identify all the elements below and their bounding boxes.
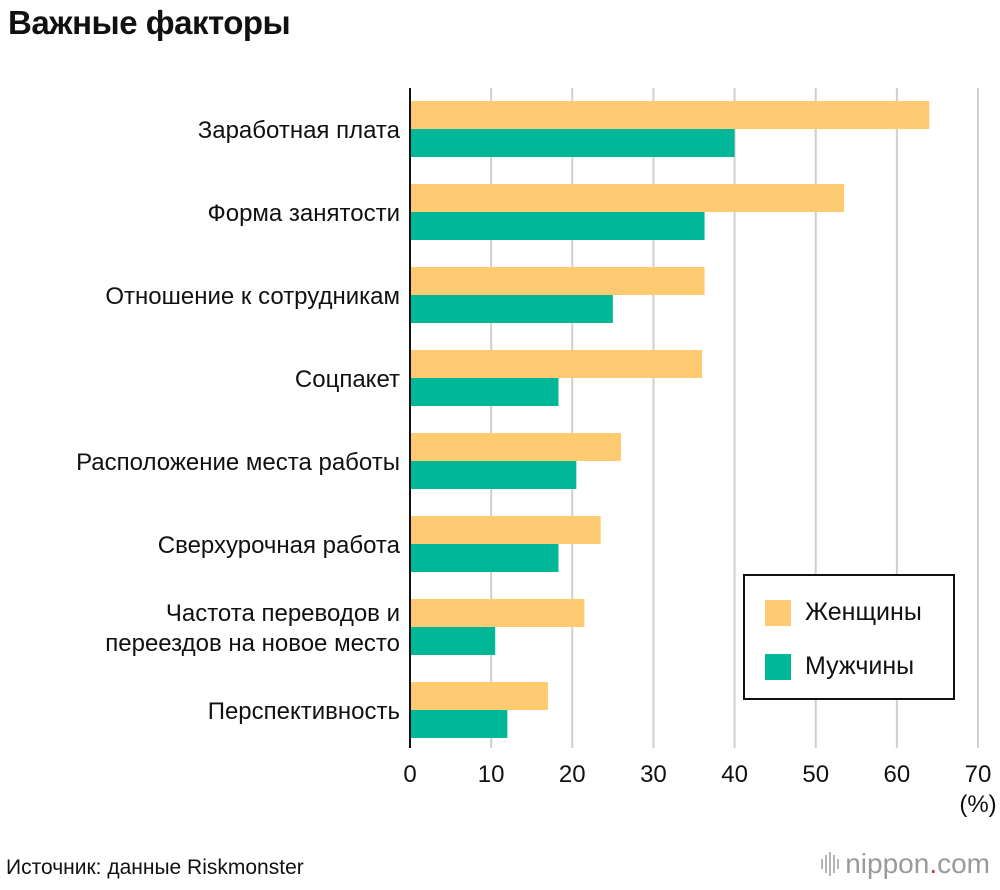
x-tick-label-70: 70 [965,761,992,788]
bar-men-3 [410,378,559,406]
legend-swatch-women [765,599,791,626]
brand-bars-icon [821,852,840,876]
bar-men-2 [410,295,613,323]
brand-name: nippon [845,848,930,879]
legend-swatch-men [765,653,791,680]
bar-women-2 [410,267,705,295]
bar-men-7 [410,710,508,738]
category-label-7: Перспективность [208,698,400,725]
category-label-2: Отношение к сотрудникам [105,283,400,310]
brand-tld: com [937,848,990,879]
brand-dot: . [929,848,938,879]
chart-title: Важные факторы [8,4,291,41]
x-tick-label-0: 0 [403,761,416,788]
category-label-1: Форма занятости [207,200,400,227]
bar-men-4 [410,461,577,489]
x-tick-label-20: 20 [559,761,586,788]
source-note: Источник: данные Riskmonster [6,856,304,879]
bar-women-6 [410,599,585,627]
category-label-0: Заработная плата [198,117,401,144]
bar-women-7 [410,682,548,710]
brand-logo[interactable]: nippon.com [821,848,990,880]
x-tick-label-60: 60 [884,761,911,788]
bar-men-6 [410,627,496,655]
bar-women-1 [410,184,845,212]
legend-label-men: Мужчины [805,652,915,680]
legend-label-women: Женщины [805,598,922,626]
x-tick-label-30: 30 [640,761,667,788]
category-label-3: Соцпакет [295,366,400,393]
x-tick-label-10: 10 [478,761,505,788]
legend-item-women: Женщины [765,598,922,627]
x-unit-label: (%) [959,791,996,818]
x-tick-label-50: 50 [802,761,829,788]
bar-men-1 [410,212,705,240]
category-label-4: Расположение места работы [76,449,400,476]
bar-men-0 [410,129,735,157]
bar-women-4 [410,433,621,461]
bar-women-5 [410,516,601,544]
category-label-6: Частота переводов и переездов на новое ме… [105,600,400,657]
bar-women-0 [410,101,930,129]
bar-men-5 [410,544,559,572]
bar-women-3 [410,350,703,378]
legend-item-men: Мужчины [765,652,914,681]
legend: Женщины Мужчины [743,574,955,700]
category-label-5: Сверхурочная работа [158,532,401,559]
x-tick-label-40: 40 [721,761,748,788]
